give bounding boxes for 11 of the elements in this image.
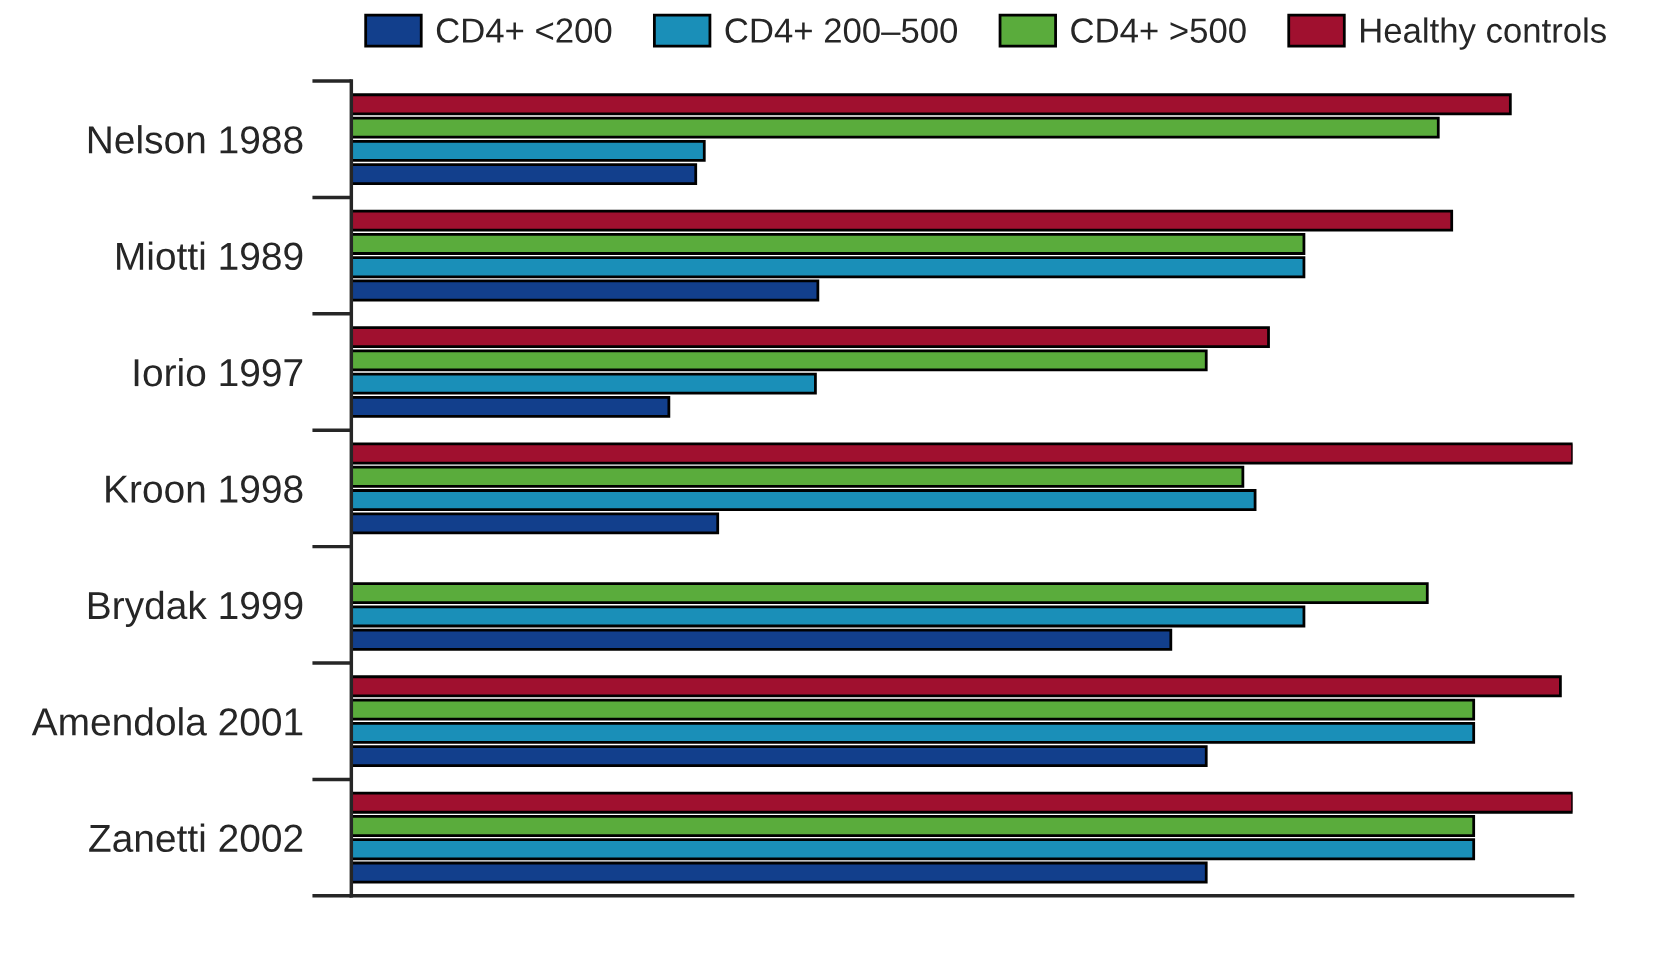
y-tick-label: Zanetti 2002 xyxy=(89,823,303,853)
y-tick-label: Brydak 1999 xyxy=(88,590,303,627)
legend-label: CD4+ 200–500 xyxy=(725,18,958,43)
y-tick-label: Amendola 2001 xyxy=(31,707,303,736)
y-tick-label: Nelson 1988 xyxy=(88,125,303,154)
y-tick-label: Kroon 1998 xyxy=(106,475,303,503)
legend-label: CD4+ >500 xyxy=(1071,18,1246,43)
legend-label: Healthy controls xyxy=(1361,17,1606,50)
y-tick-label: Miotti 1989 xyxy=(117,241,303,271)
y-tick-label: Iorio 1997 xyxy=(134,357,303,387)
legend-label: CD4+ <200 xyxy=(436,18,612,43)
